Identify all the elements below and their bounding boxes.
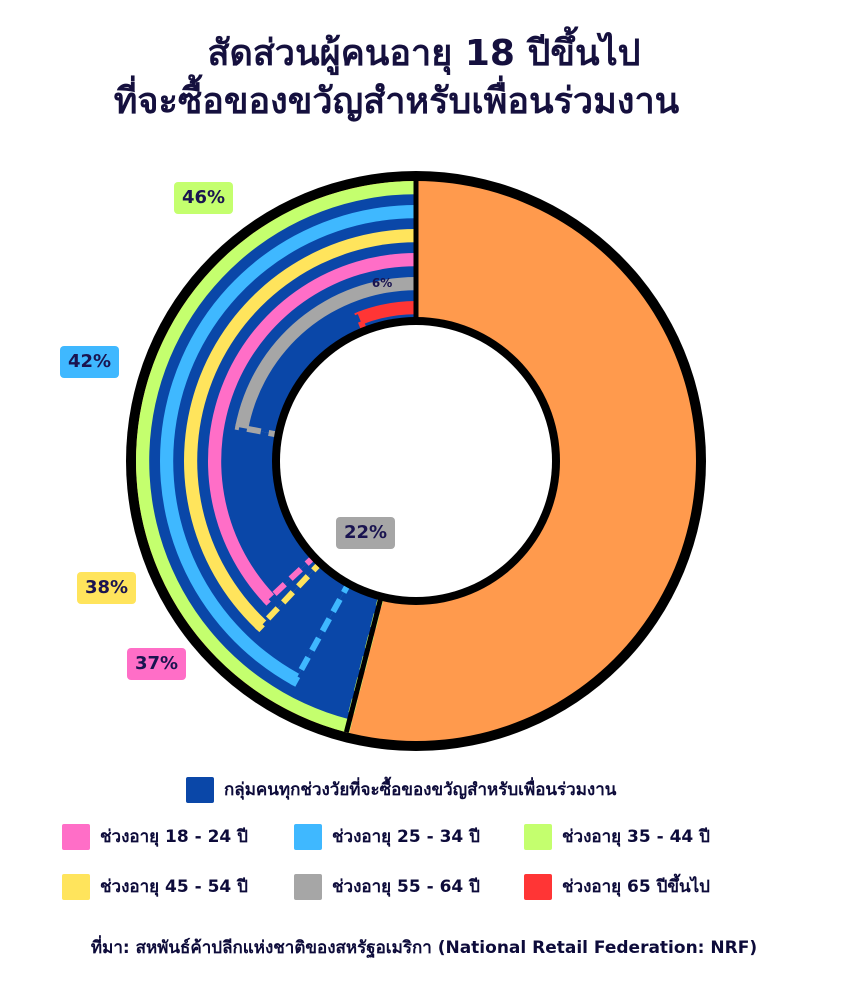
legend-label-55-64: ช่วงอายุ 55 - 64 ปี [332, 877, 480, 897]
legend-item-55-64: ช่วงอายุ 55 - 64 ปี [294, 873, 480, 900]
legend-overall: กลุ่มคนทุกช่วงวัยที่จะซื้อของขวัญสำหรับเ… [186, 776, 616, 803]
label-18-24: 37% [127, 648, 187, 680]
legend-label-65-plus: ช่วงอายุ 65 ปีขึ้นไป [562, 877, 710, 897]
legend-label-35-44: ช่วงอายุ 35 - 44 ปี [562, 827, 710, 847]
overall-sector-3 [221, 266, 416, 595]
chart-title: สัดส่วนผู้คนอายุ 18 ปีขึ้นไป ที่จะซื้อขอ… [0, 30, 848, 126]
legend-swatch-35-44 [524, 823, 552, 850]
legend-item-18-24: ช่วงอายุ 18 - 24 ปี [62, 823, 248, 850]
label-45-54: 38% [77, 572, 137, 604]
donut-hole [280, 325, 552, 597]
legend-swatch-65-plus [524, 873, 552, 900]
legend-item-25-34: ช่วงอายุ 25 - 34 ปี [294, 823, 480, 850]
source-note: ที่มา: สหพันธ์ค้าปลีกแห่งชาติของสหรัฐอเม… [90, 938, 758, 958]
legend-item-35-44: ช่วงอายุ 35 - 44 ปี [524, 823, 710, 850]
legend-swatch-overall [186, 776, 214, 803]
series-divider-3 [262, 551, 319, 606]
legend-label-18-24: ช่วงอายุ 18 - 24 ปี [100, 827, 248, 847]
legend-swatch-18-24 [62, 823, 90, 850]
label-25-34: 42% [60, 346, 120, 378]
legend-item-45-54: ช่วงอายุ 45 - 54 ปี [62, 873, 248, 900]
legend-swatch-45-54 [62, 873, 90, 900]
legend-overall-label: กลุ่มคนทุกช่วงวัยที่จะซื้อของขวัญสำหรับเ… [224, 780, 617, 800]
series-divider-1 [290, 578, 354, 687]
legend-label-45-54: ช่วงอายุ 45 - 54 ปี [100, 877, 248, 897]
series-divider-2 [254, 558, 326, 633]
title-line-2: ที่จะซื้อของขวัญสำหรับเพื่อนร่วมงาน [113, 81, 680, 122]
label-35-44: 46% [174, 182, 234, 214]
legend-swatch-55-64 [294, 873, 322, 900]
legend-item-65-plus: ช่วงอายุ 65 ปีขึ้นไป [524, 873, 710, 900]
remainder-divider [343, 592, 385, 733]
legend-swatch-25-34 [294, 823, 322, 850]
title-line-1: สัดส่วนผู้คนอายุ 18 ปีขึ้นไป [207, 33, 641, 74]
series-divider-4 [234, 423, 283, 439]
legend-label-25-34: ช่วงอายุ 25 - 34 ปี [332, 827, 480, 847]
label-65-plus: 6% [372, 276, 392, 290]
label-55-64: 22% [336, 517, 396, 549]
